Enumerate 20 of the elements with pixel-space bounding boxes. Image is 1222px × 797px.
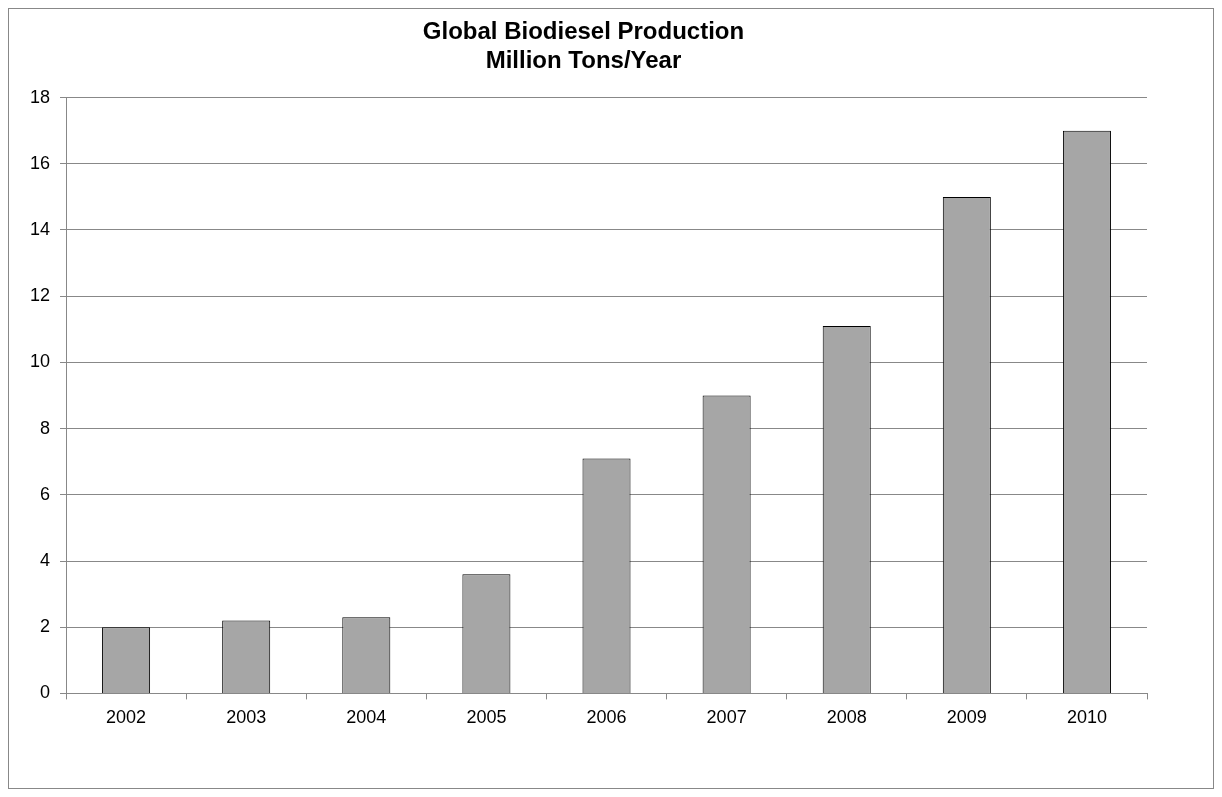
x-tick-label: 2007 (706, 707, 747, 728)
x-tick-label: 2002 (106, 707, 147, 728)
y-tick-label: 8 (40, 417, 51, 438)
y-tick-label: 14 (29, 218, 51, 239)
x-tick-label: 2006 (586, 707, 627, 728)
y-tick-label: 12 (29, 285, 51, 306)
x-tick-label: 2004 (346, 707, 387, 728)
y-tick-label: 16 (29, 152, 51, 173)
x-tick-label: 2010 (1066, 707, 1107, 728)
y-tick-label: 6 (40, 483, 51, 504)
x-tick-label: 2005 (466, 707, 507, 728)
y-tick-label: 10 (29, 351, 51, 372)
x-tick-label: 2008 (826, 707, 867, 728)
y-tick-label: 18 (29, 86, 51, 107)
x-tick-label: 2003 (226, 707, 267, 728)
y-tick-label: 4 (40, 549, 51, 570)
y-tick-label: 2 (40, 616, 51, 637)
chart-title: Global Biodiesel Production Million Tons/Year (422, 17, 745, 73)
y-tick-label: 0 (40, 682, 51, 703)
x-tick-label: 2009 (946, 707, 987, 728)
